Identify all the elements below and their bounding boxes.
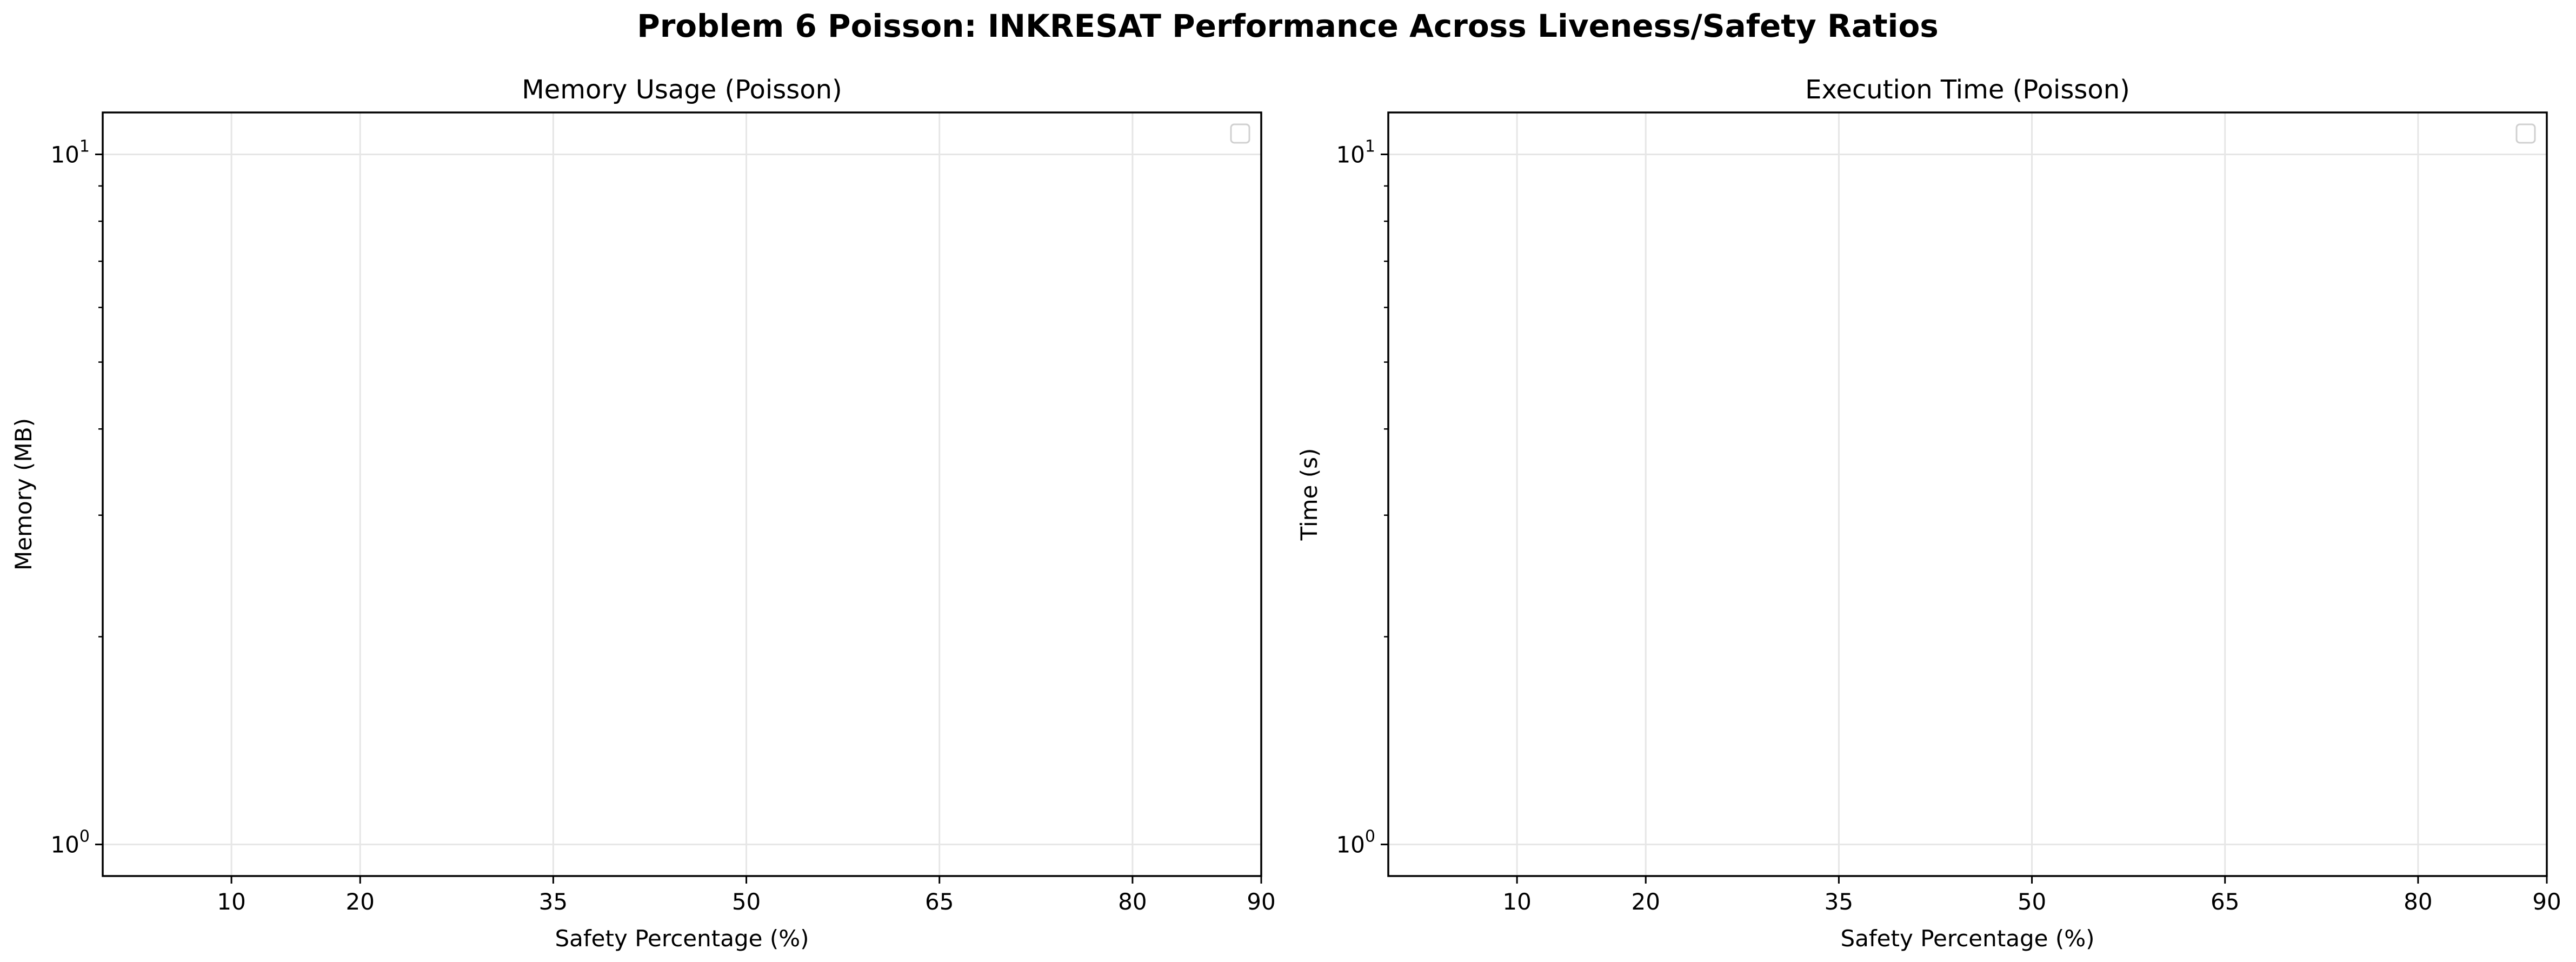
memory-x-tick-label: 35 (539, 888, 568, 915)
time-chart-title: Execution Time (Poisson) (1805, 75, 2130, 105)
memory-x-tick-label: 65 (925, 888, 954, 915)
memory-x-tick-label: 10 (217, 888, 245, 915)
memory-x-tick-label: 80 (1118, 888, 1147, 915)
time-legend-box (2515, 123, 2536, 144)
time-y-axis-label: Time (s) (1296, 448, 1322, 541)
memory-legend-box (1230, 123, 1250, 144)
memory-x-axis-label: Safety Percentage (%) (555, 925, 809, 952)
time-x-axis-label: Safety Percentage (%) (1841, 925, 2095, 952)
time-x-tick-label: 80 (2404, 888, 2432, 915)
memory-y-axis-label: Memory (MB) (10, 418, 37, 570)
time-x-tick-label: 65 (2211, 888, 2239, 915)
execution-time-chart: 10 20 35 50 65 80 90 100 101 Execution Time (Pois… (1296, 75, 2561, 952)
memory-x-tick-label: 50 (732, 888, 761, 915)
memory-y-tick-label: 101 (50, 137, 90, 168)
figure-suptitle: Problem 6 Poisson: INKRESAT Performance … (637, 8, 1939, 44)
memory-x-tick-label: 90 (1247, 888, 1275, 915)
time-x-tick-label: 10 (1502, 888, 1531, 915)
time-y-tick-label: 100 (1336, 827, 1375, 858)
memory-axes-frame (102, 111, 1262, 877)
memory-usage-chart: 10 20 35 50 65 80 90 100 101 Memory Usage (Poisso… (10, 75, 1276, 952)
time-y-tick-label: 101 (1336, 137, 1375, 168)
time-x-tick-label: 35 (1825, 888, 1853, 915)
time-x-tick-label: 90 (2532, 888, 2561, 915)
memory-y-tick-label: 100 (50, 827, 90, 858)
time-x-tick-label: 20 (1631, 888, 1660, 915)
time-x-tick-label: 50 (2018, 888, 2046, 915)
time-axes-frame (1387, 111, 2548, 877)
memory-x-tick-label: 20 (345, 888, 374, 915)
memory-chart-title: Memory Usage (Poisson) (522, 75, 842, 105)
